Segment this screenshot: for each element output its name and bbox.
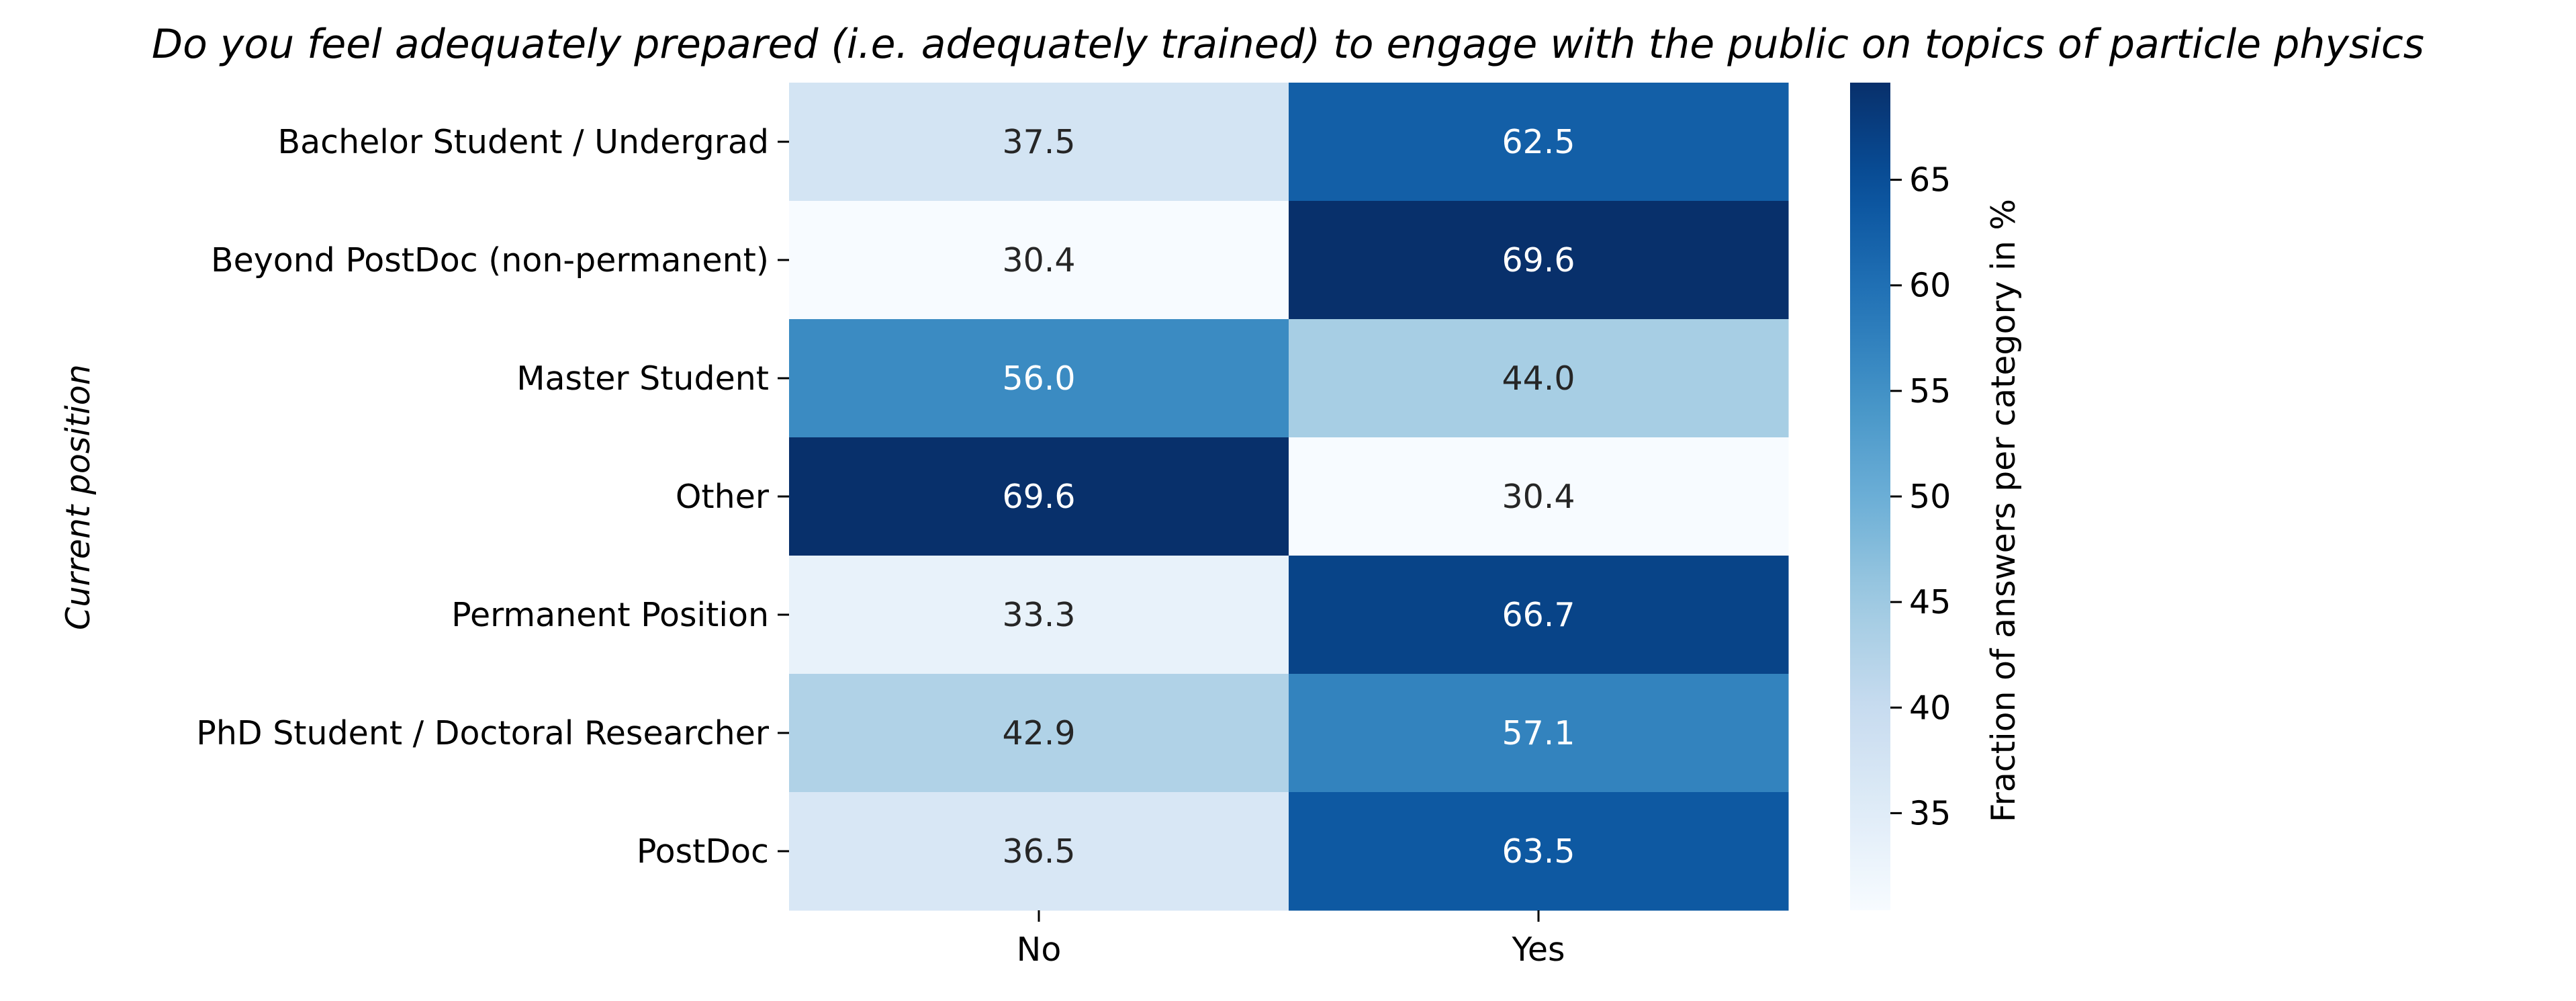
cell-value-label: 63.5 — [1502, 832, 1575, 871]
cell-value-label: 37.5 — [1002, 123, 1075, 161]
heatmap-cell — [789, 674, 1289, 793]
colorbar-tick-label: 40 — [1909, 689, 1951, 727]
cell-value-label: 33.3 — [1002, 596, 1075, 634]
cell-value-label: 44.0 — [1502, 359, 1575, 398]
heatmap-cell — [789, 437, 1289, 556]
heatmap-cell — [1289, 201, 1789, 320]
heatmap-cell — [789, 319, 1289, 438]
heatmap-cell — [789, 201, 1289, 320]
cell-value-label: 56.0 — [1002, 359, 1075, 398]
cell-value-label: 30.4 — [1502, 478, 1575, 516]
y-tick-label: Permanent Position — [451, 596, 769, 634]
cell-value-label: 69.6 — [1002, 478, 1075, 516]
colorbar-tick-label: 65 — [1909, 161, 1951, 200]
colorbar-tick-label: 45 — [1909, 583, 1951, 621]
y-tick-label: Master Student — [516, 359, 769, 398]
y-tick-label: PhD Student / Doctoral Researcher — [196, 714, 770, 752]
cell-value-label: 69.6 — [1502, 241, 1575, 279]
colorbar-tick-label: 60 — [1909, 267, 1951, 305]
y-tick-label: Beyond PostDoc (non-permanent) — [211, 241, 769, 279]
heatmap-cell — [789, 792, 1289, 911]
cell-value-label: 42.9 — [1002, 714, 1075, 752]
cell-value-label: 66.7 — [1502, 596, 1575, 634]
heatmap-cell — [789, 556, 1289, 674]
heatmap-cell — [1289, 437, 1789, 556]
x-tick-label: No — [1017, 930, 1062, 969]
colorbar-tick-label: 55 — [1909, 372, 1951, 410]
y-tick-label: Other — [676, 478, 770, 516]
heatmap-cell — [1289, 83, 1789, 202]
cell-value-label: 57.1 — [1502, 714, 1575, 752]
y-tick-label: PostDoc — [637, 832, 769, 871]
y-axis: Bachelor Student / Undergrad Beyond PostD… — [196, 123, 789, 871]
heatmap-cell — [1289, 792, 1789, 911]
colorbar-label: Fraction of answers per category in % — [1984, 199, 2023, 822]
cell-value-label: 36.5 — [1002, 832, 1075, 871]
x-tick-label: Yes — [1511, 930, 1565, 969]
colorbar-tick-label: 35 — [1909, 794, 1951, 832]
cell-value-label: 30.4 — [1002, 241, 1075, 279]
colorbar-gradient — [1850, 83, 1890, 910]
y-tick-label: Bachelor Student / Undergrad — [278, 123, 769, 161]
colorbar: 35 40 45 50 55 60 65 — [1850, 83, 1951, 910]
cell-value-label: 62.5 — [1502, 123, 1575, 161]
heatmap-cells: 37.5 62.5 30.4 69.6 56.0 44.0 69.6 30.4 33.3 66.7… — [789, 83, 1789, 911]
colorbar-tick-label: 50 — [1909, 478, 1951, 516]
heatmap-cell — [1289, 319, 1789, 438]
heatmap-cell — [789, 83, 1289, 202]
x-axis: No Yes — [1017, 910, 1565, 969]
chart-title: Do you feel adequately prepared (i.e. ad… — [152, 21, 2424, 68]
y-axis-label: Current position — [59, 364, 97, 630]
heatmap-cell — [1289, 674, 1789, 793]
heatmap-cell — [1289, 556, 1789, 674]
